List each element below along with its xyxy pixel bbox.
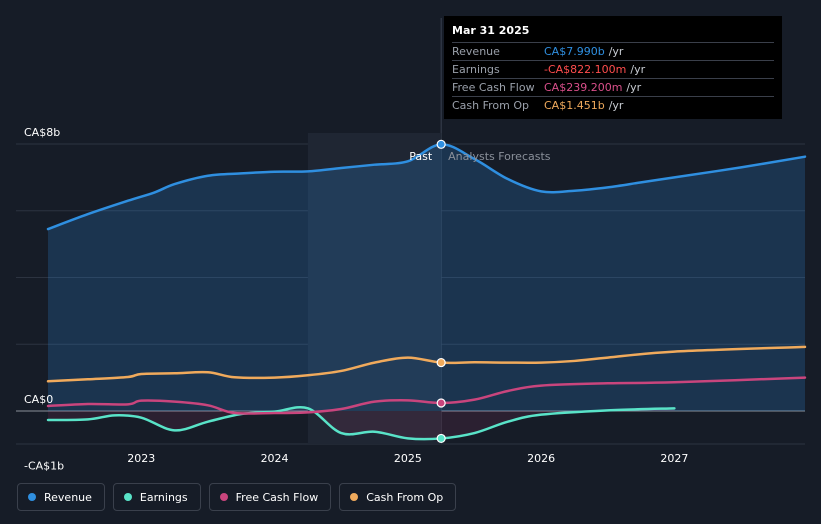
tooltip-value: -CA$822.100m bbox=[544, 63, 627, 76]
tooltip-unit: /yr bbox=[608, 99, 624, 112]
y-tick-label-negative: -CA$1b bbox=[24, 459, 64, 472]
x-tick-label-2027: 2027 bbox=[660, 452, 688, 465]
series-lines bbox=[46, 143, 807, 441]
earnings-negative-area bbox=[48, 407, 675, 440]
revenue-line bbox=[46, 143, 807, 231]
y-tick-label-zero: CA$0 bbox=[24, 393, 53, 406]
tooltip-label: Earnings bbox=[452, 63, 500, 76]
tooltip-row-revenue: Revenue CA$7.990b /yr bbox=[452, 43, 774, 61]
earnings-marker bbox=[436, 433, 446, 444]
x-tick-label-2025: 2025 bbox=[394, 452, 422, 465]
tooltip-row-cash-from-op: Cash From Op CA$1.451b /yr bbox=[452, 97, 774, 114]
forecast-region-label: Analysts Forecasts bbox=[448, 150, 551, 163]
tooltip-value: CA$7.990b bbox=[544, 45, 605, 58]
cash-from-op-marker bbox=[436, 357, 446, 368]
earnings-line bbox=[46, 405, 676, 441]
data-tooltip: Mar 31 2025 Revenue CA$7.990b /yr Earnin… bbox=[444, 16, 782, 119]
x-tick-label-2026: 2026 bbox=[527, 452, 555, 465]
revenue-marker bbox=[436, 139, 446, 149]
past-region-label: Past bbox=[409, 150, 433, 163]
cash-from-op-line bbox=[46, 345, 807, 383]
past-highlight-band bbox=[307, 133, 442, 444]
tooltip-row-earnings: Earnings -CA$822.100m /yr bbox=[452, 61, 774, 79]
earnings-dot-icon bbox=[123, 493, 132, 501]
free-cash-flow-marker bbox=[436, 398, 446, 408]
tooltip-date: Mar 31 2025 bbox=[452, 22, 774, 43]
legend-item-free-cash-flow[interactable]: Free Cash Flow bbox=[208, 483, 332, 511]
tooltip-label: Cash From Op bbox=[452, 99, 530, 112]
legend-item-earnings[interactable]: Earnings bbox=[112, 483, 201, 511]
x-tick-label-2023: 2023 bbox=[127, 452, 155, 465]
hover-markers bbox=[436, 139, 446, 444]
free-cash-flow-line bbox=[46, 376, 807, 415]
revenue-area bbox=[48, 144, 805, 411]
tooltip-value: CA$1.451b bbox=[544, 99, 605, 112]
tooltip-value: CA$239.200m bbox=[544, 81, 623, 94]
chart-legend: Revenue Earnings Free Cash Flow Cash Fro… bbox=[17, 483, 457, 511]
legend-item-revenue[interactable]: Revenue bbox=[17, 483, 105, 511]
y-tick-label-top: CA$8b bbox=[24, 126, 60, 139]
legend-label: Free Cash Flow bbox=[235, 490, 319, 504]
cash-from-op-dot-icon bbox=[350, 493, 359, 501]
revenue-dot-icon bbox=[28, 493, 36, 501]
legend-item-cash-from-op[interactable]: Cash From Op bbox=[339, 483, 457, 511]
tooltip-label: Free Cash Flow bbox=[452, 81, 535, 94]
legend-label: Earnings bbox=[139, 490, 188, 504]
x-tick-label-2024: 2024 bbox=[261, 452, 289, 465]
tooltip-unit: /yr bbox=[608, 45, 624, 58]
tooltip-unit: /yr bbox=[626, 81, 642, 94]
x-axis-ticks: 2023 2024 2025 2026 2027 bbox=[127, 452, 688, 465]
tooltip-label: Revenue bbox=[452, 45, 500, 58]
tooltip-unit: /yr bbox=[630, 63, 646, 76]
tooltip-row-free-cash-flow: Free Cash Flow CA$239.200m /yr bbox=[452, 79, 774, 97]
free-cash-flow-dot-icon bbox=[219, 493, 228, 501]
legend-label: Cash From Op bbox=[366, 490, 444, 504]
series-areas bbox=[48, 133, 805, 444]
legend-label: Revenue bbox=[44, 490, 92, 504]
